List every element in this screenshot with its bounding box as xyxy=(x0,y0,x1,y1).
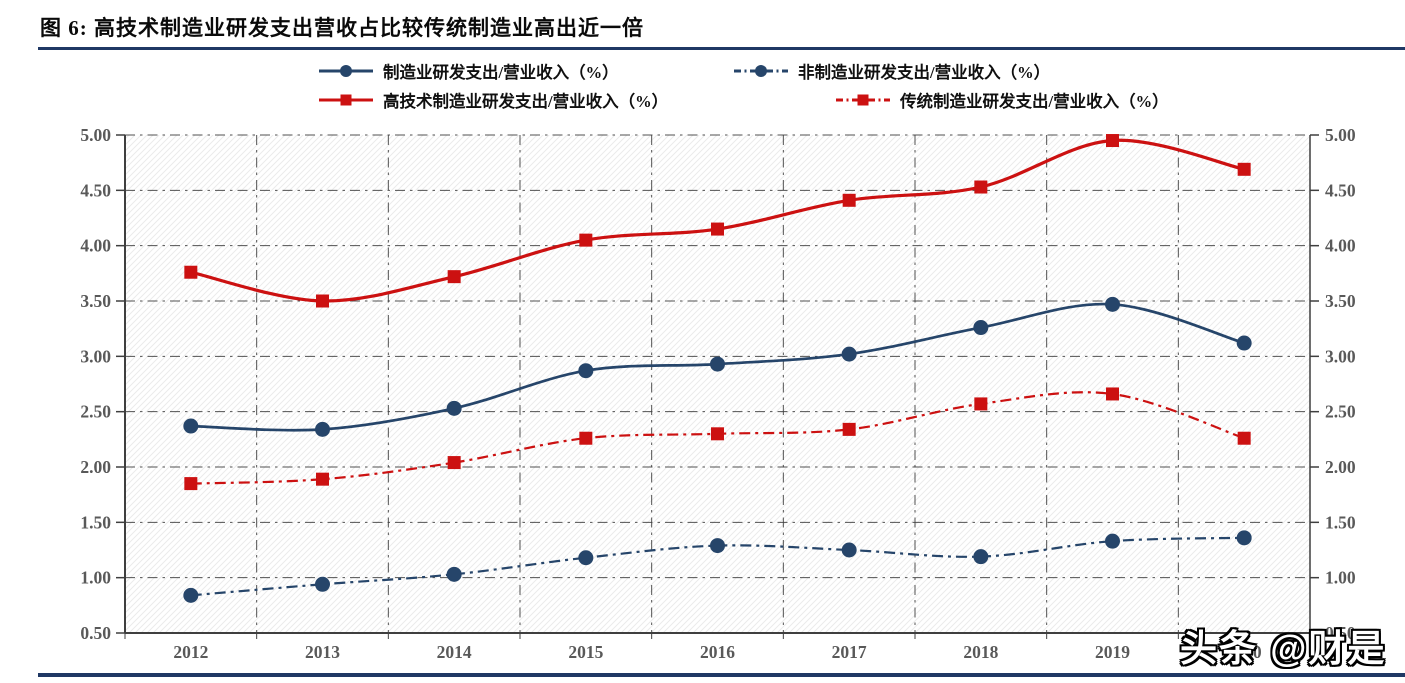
svg-text:1.00: 1.00 xyxy=(1325,568,1356,588)
svg-text:4.50: 4.50 xyxy=(1325,180,1356,200)
svg-text:2015: 2015 xyxy=(568,642,603,662)
svg-text:0.50: 0.50 xyxy=(80,623,111,643)
svg-text:1.50: 1.50 xyxy=(1325,512,1356,532)
watermark: 头条 @财是 xyxy=(1180,628,1387,669)
legend-row: 制造业研发支出/营业收入（%） 非制造业研发支出/营业收入（%） xyxy=(318,56,1169,85)
legend-line-sample-solid-square-icon xyxy=(319,94,373,105)
svg-text:5.00: 5.00 xyxy=(80,125,111,145)
svg-text:0.50: 0.50 xyxy=(1325,623,1356,643)
svg-text:2018: 2018 xyxy=(963,642,998,662)
svg-text:4.00: 4.00 xyxy=(80,236,111,256)
svg-text:5.00: 5.00 xyxy=(1325,125,1356,145)
legend-label: 非制造业研发支出/营业收入（%） xyxy=(798,62,1051,82)
svg-text:2012: 2012 xyxy=(173,642,208,662)
legend-item-traditional-manufacturing: 传统制造业研发支出/营业收入（%） xyxy=(835,88,1169,112)
legend-line-sample-solid-circle-icon xyxy=(319,64,373,77)
svg-text:1.50: 1.50 xyxy=(80,512,111,532)
footer-rule xyxy=(38,673,1405,677)
svg-text:2014: 2014 xyxy=(437,642,472,662)
legend-label: 高技术制造业研发支出/营业收入（%） xyxy=(383,91,669,111)
svg-text:2.50: 2.50 xyxy=(1325,402,1356,422)
svg-text:2019: 2019 xyxy=(1095,642,1130,662)
svg-text:4.00: 4.00 xyxy=(1325,236,1356,256)
chart-legend: 制造业研发支出/营业收入（%） 非制造业研发支出/营业收入（%） 高技术制造业研… xyxy=(318,56,1169,114)
svg-text:3.50: 3.50 xyxy=(1325,291,1356,311)
svg-text:2020: 2020 xyxy=(1227,642,1262,662)
legend-line-sample-dashdot-circle-icon xyxy=(734,64,788,77)
svg-text:4.50: 4.50 xyxy=(80,180,111,200)
svg-text:3.50: 3.50 xyxy=(80,291,111,311)
svg-text:2.00: 2.00 xyxy=(80,457,111,477)
svg-text:2017: 2017 xyxy=(832,642,867,662)
legend-item-non-manufacturing: 非制造业研发支出/营业收入（%） xyxy=(733,59,1050,83)
svg-text:2.00: 2.00 xyxy=(1325,457,1356,477)
legend-label: 传统制造业研发支出/营业收入（%） xyxy=(900,91,1169,111)
legend-item-hightech-manufacturing: 高技术制造业研发支出/营业收入（%） xyxy=(318,88,835,112)
svg-text:3.00: 3.00 xyxy=(80,346,111,366)
svg-text:2.50: 2.50 xyxy=(80,402,111,422)
figure-title: 图 6: 高技术制造业研发支出营收占比较传统制造业高出近一倍 xyxy=(40,16,644,40)
svg-text:2016: 2016 xyxy=(700,642,735,662)
legend-label: 制造业研发支出/营业收入（%） xyxy=(383,62,619,82)
svg-text:1.00: 1.00 xyxy=(80,568,111,588)
legend-item-manufacturing: 制造业研发支出/营业收入（%） xyxy=(318,59,733,83)
legend-row: 高技术制造业研发支出/营业收入（%） 传统制造业研发支出/营业收入（%） xyxy=(318,85,1169,114)
legend-line-sample-dashdot-square-icon xyxy=(836,94,890,105)
svg-text:2013: 2013 xyxy=(305,642,340,662)
title-underline xyxy=(38,47,1405,50)
svg-text:3.00: 3.00 xyxy=(1325,346,1356,366)
